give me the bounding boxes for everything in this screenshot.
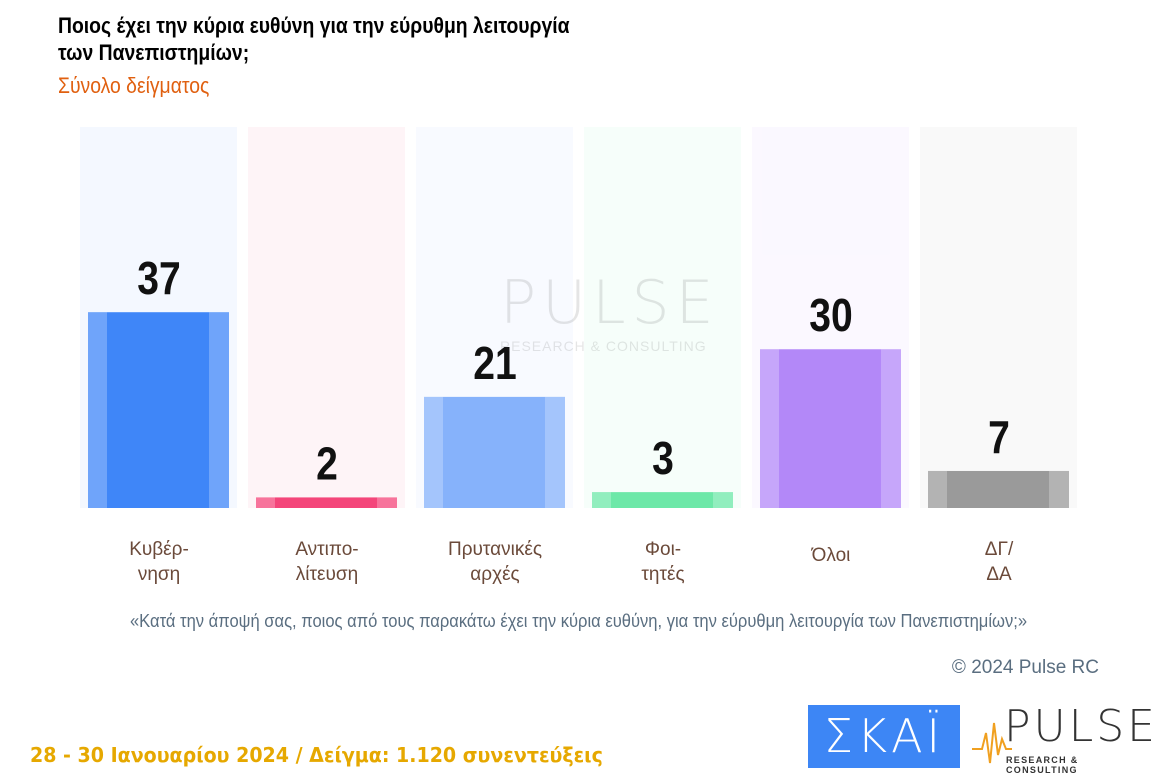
bar-highlight — [545, 396, 565, 508]
bar-highlight — [928, 470, 947, 508]
bar-highlight — [713, 492, 733, 508]
bar — [928, 470, 1069, 508]
chart-subtitle: Σύνολο δείγματος — [58, 73, 210, 98]
data-label: 37 — [137, 253, 180, 305]
bar — [256, 497, 397, 508]
bar-highlight — [209, 312, 229, 508]
skai-logo: ΣΚΑΪ — [808, 705, 960, 768]
bar-highlight — [377, 497, 397, 508]
category-label: Όλοι — [811, 545, 851, 566]
bar — [88, 312, 229, 508]
pulse-logo: PULSE RESEARCH & CONSULTING — [972, 703, 1155, 775]
data-label: 21 — [473, 338, 516, 390]
bar-highlight — [592, 492, 611, 508]
bar — [424, 396, 565, 508]
data-label: 2 — [316, 438, 338, 490]
category-label: Πρυτανικές αρχές — [448, 539, 542, 585]
bar-highlight — [424, 396, 443, 508]
category-label: ΔΓ/ΔΑ — [985, 539, 1014, 585]
bar-highlight — [88, 312, 107, 508]
bar-highlight — [881, 349, 901, 508]
column-background — [584, 127, 741, 508]
data-label: 3 — [652, 433, 674, 485]
pulse-wave-icon — [972, 722, 1012, 764]
column-background — [248, 127, 405, 508]
bar-highlight — [1049, 470, 1069, 508]
chart-title: Ποιος έχει την κύρια ευθύνη για την εύρυ… — [58, 13, 570, 65]
data-label: 7 — [988, 412, 1010, 464]
category-label: Αντιπο-λίτευση — [295, 539, 358, 585]
data-label: 30 — [809, 290, 852, 342]
pulse-watermark: PULSE RESEARCH & CONSULTING — [500, 268, 720, 354]
bar-highlight — [760, 349, 779, 508]
category-label: Φοι-τητές — [641, 539, 684, 585]
copyright: © 2024 Pulse RC — [951, 657, 1099, 678]
column-background — [920, 127, 1077, 508]
bar-highlight — [256, 497, 275, 508]
survey-question: «Κατά την άποψή σας, ποιος από τους παρα… — [129, 611, 1028, 631]
bar — [760, 349, 901, 508]
bar — [592, 492, 733, 508]
survey-info: 28 - 30 Ιανουαρίου 2024 / Δείγμα: 1.120 … — [30, 743, 603, 767]
category-label: Κυβέρ-νηση — [129, 539, 189, 585]
